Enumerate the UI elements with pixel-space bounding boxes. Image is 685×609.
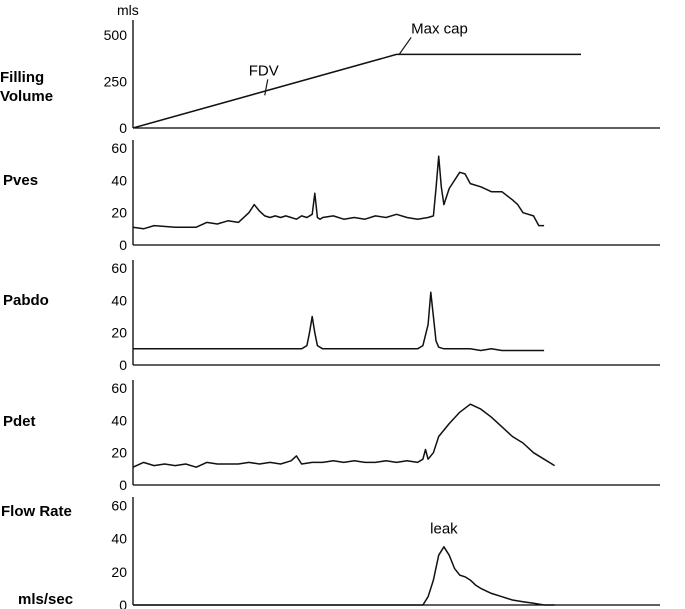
tick-label-pdet-60: 60 [111, 380, 127, 396]
tick-label-filling-0: 0 [119, 120, 127, 136]
annotation-max-cap: Max cap [411, 20, 468, 37]
row-label-pdet: Pdet [3, 413, 36, 430]
tick-label-pdet-20: 20 [111, 445, 127, 461]
unit-label-filling: mls [117, 2, 139, 18]
row-label-filling: Filling Volume [0, 69, 53, 105]
tick-label-pdet-40: 40 [111, 412, 127, 428]
panel-pabdo: 0 20 40 60 Pabdo [3, 260, 660, 373]
row-label-pabdo: Pabdo [3, 292, 49, 309]
tick-label-pabdo-20: 20 [111, 325, 127, 341]
tick-label-filling-250: 250 [104, 73, 128, 89]
tick-label-pabdo-60: 60 [111, 260, 127, 276]
series-line-pabdo [133, 291, 545, 352]
tick-label-pves-60: 60 [111, 140, 127, 156]
tick-label-filling-500: 500 [104, 27, 128, 43]
panel-pdet: 0 20 40 60 Pdet [3, 380, 660, 493]
tick-label-pabdo-40: 40 [111, 292, 127, 308]
annotation-leader-max-cap [398, 37, 412, 55]
tick-label-pves-40: 40 [111, 172, 127, 188]
series-line-flow [133, 546, 555, 606]
tick-label-pves-0: 0 [119, 237, 127, 253]
tick-label-flow-20: 20 [111, 564, 127, 580]
unit-label-flow: mls/sec [18, 591, 73, 608]
series-line-pdet [132, 403, 555, 468]
annotation-leak: leak [430, 521, 458, 538]
series-line-filling [132, 53, 581, 129]
series-line-pves [132, 155, 545, 230]
row-label-pves: Pves [3, 172, 38, 189]
panel-filling: 0 250 500 Filling Volume mls FDV Max cap [0, 2, 660, 136]
panel-pves: 0 20 40 60 Pves [3, 140, 660, 253]
tick-label-pabdo-0: 0 [119, 357, 127, 373]
panel-flow: 0 20 40 60 Flow Rate mls/sec leak [1, 497, 660, 609]
annotation-fdv: FDV [249, 62, 279, 79]
tick-label-flow-0: 0 [119, 597, 127, 609]
row-label-flow: Flow Rate [1, 503, 72, 520]
tick-label-flow-60: 60 [111, 497, 127, 513]
tick-label-pdet-0: 0 [119, 477, 127, 493]
tick-label-flow-40: 40 [111, 531, 127, 547]
annotation-leader-fdv [264, 79, 269, 96]
tick-label-pves-20: 20 [111, 205, 127, 221]
